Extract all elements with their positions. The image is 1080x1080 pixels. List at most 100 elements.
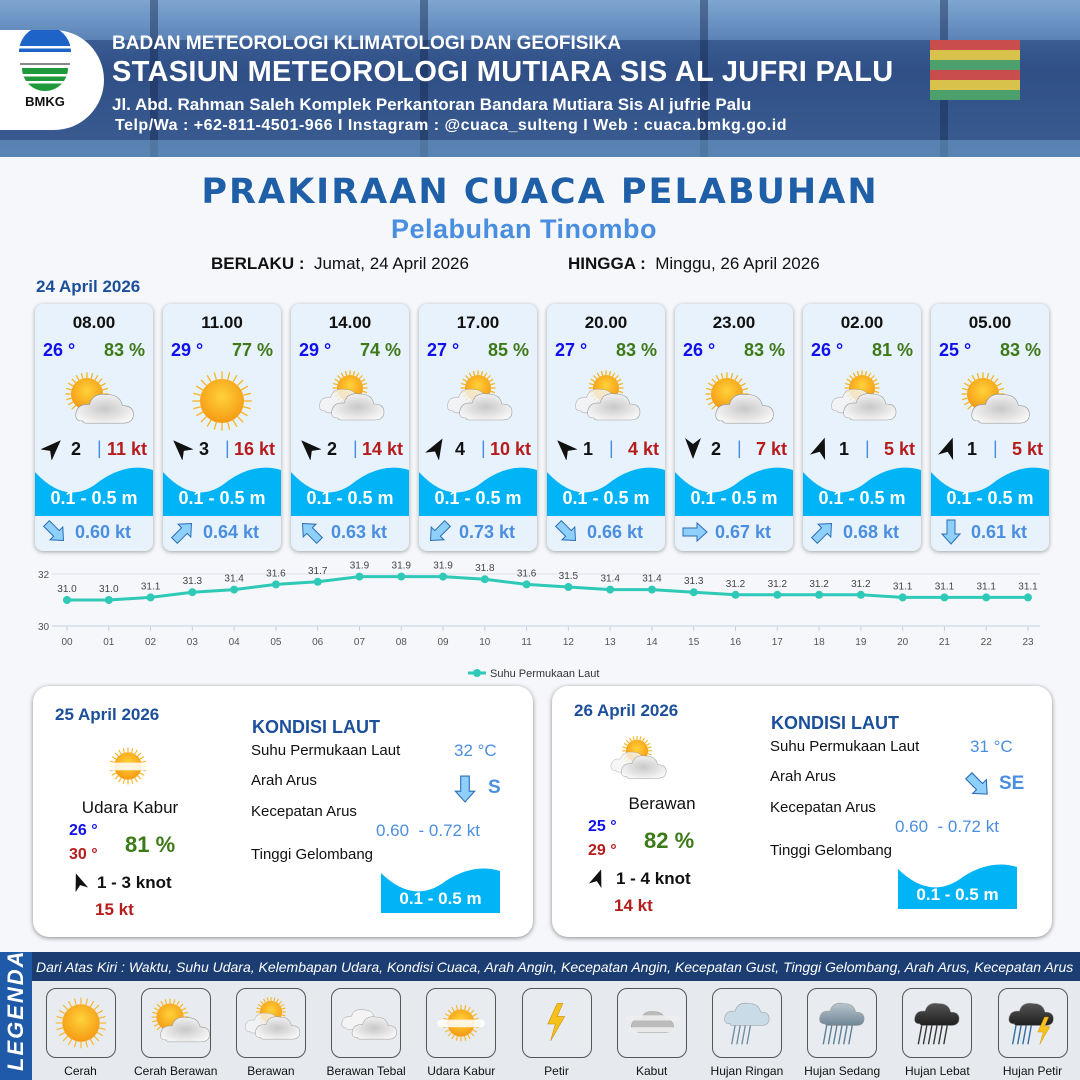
- card-humidity: 85 %: [487, 340, 529, 360]
- data-label: 31.3: [183, 576, 203, 587]
- current-direction-icon: [298, 519, 324, 545]
- card-temperature: 29 °: [299, 340, 332, 360]
- data-point[interactable]: [522, 580, 531, 589]
- panel-weather-label: Udara Kabur: [81, 798, 179, 817]
- hujan-ringan-icon: [711, 988, 782, 1058]
- data-point[interactable]: [188, 588, 197, 597]
- data-point[interactable]: [355, 572, 364, 581]
- card-wave-height: 0.1 - 0.5 m: [818, 488, 906, 508]
- data-point[interactable]: [606, 585, 615, 594]
- data-label: 31.8: [475, 563, 495, 574]
- weather-udara-kabur-icon: [93, 736, 163, 796]
- data-point[interactable]: [63, 596, 71, 604]
- legend-item-label: Hujan Ringan: [710, 1064, 784, 1078]
- data-label: 31.2: [726, 579, 746, 590]
- card-wind-speed: 1: [967, 439, 978, 459]
- data-point[interactable]: [480, 575, 489, 584]
- sst-label: Suhu Permukaan Laut: [770, 738, 920, 755]
- legend-item-label: Kabut: [636, 1064, 668, 1078]
- data-label: 31.1: [1018, 581, 1038, 592]
- current-direction-icon: [170, 519, 196, 545]
- wind-direction-icon: [169, 436, 194, 461]
- x-tick-label: 13: [605, 637, 617, 648]
- wave-icon: [419, 462, 537, 516]
- panel-weather-label: Berawan: [628, 794, 696, 813]
- data-label: 31.9: [433, 561, 453, 572]
- data-point[interactable]: [146, 593, 155, 602]
- data-label: 31.5: [559, 571, 579, 582]
- wave-icon: [898, 859, 1017, 909]
- divider: |: [97, 438, 102, 458]
- cerah-icon: [45, 988, 116, 1058]
- x-tick-label: 20: [897, 637, 909, 648]
- card-humidity: 83 %: [103, 340, 145, 360]
- day1-date: 24 April 2026: [36, 277, 141, 296]
- panel-humidity: 81 %: [125, 832, 176, 857]
- data-point[interactable]: [689, 588, 698, 597]
- card-gust: 4 kt: [627, 439, 659, 459]
- data-point[interactable]: [815, 590, 824, 599]
- chart-legend[interactable]: Suhu Permukaan Laut: [468, 668, 599, 680]
- valid-from-value: Jumat, 24 April 2026: [313, 254, 469, 273]
- x-tick-label: 03: [187, 637, 199, 648]
- card-temperature: 26 °: [811, 340, 844, 360]
- data-point[interactable]: [313, 577, 322, 586]
- current-direction-icon: [682, 519, 708, 545]
- wave-icon: [547, 462, 665, 516]
- data-point[interactable]: [104, 596, 113, 604]
- station-name: STASIUN METEOROLOGI MUTIARA SIS AL JUFRI…: [112, 56, 894, 88]
- data-point[interactable]: [397, 572, 406, 581]
- legend-item-label: Cerah: [64, 1064, 97, 1078]
- card-temperature: 27 °: [427, 340, 460, 360]
- data-point[interactable]: [230, 585, 239, 594]
- wave-icon: [163, 462, 281, 516]
- data-point[interactable]: [271, 580, 280, 589]
- card-time: 23.00: [712, 313, 756, 332]
- data-label: 31.9: [350, 561, 370, 572]
- valid-to: HINGGA : Minggu, 26 April 2026: [568, 254, 820, 274]
- card-humidity: 83 %: [999, 340, 1041, 360]
- data-point[interactable]: [856, 590, 865, 599]
- data-point[interactable]: [731, 590, 740, 599]
- card-wind-speed: 3: [199, 439, 210, 459]
- forecast-card-20.00: 20.00 27 ° 83 % 1 | 4 kt 0.1 - 0.5 m 0.6…: [547, 304, 665, 551]
- legend-item-berawan-tebal: Berawan Tebal: [319, 988, 414, 1078]
- data-point[interactable]: [982, 593, 991, 602]
- panel-temp-min: 26 °: [69, 822, 98, 839]
- data-label: 31.0: [57, 584, 77, 595]
- data-point[interactable]: [1024, 593, 1032, 602]
- data-point[interactable]: [940, 593, 949, 602]
- divider: |: [865, 438, 870, 458]
- udara-kabur-icon: [426, 988, 497, 1058]
- x-tick-label: 00: [61, 637, 73, 648]
- card-gust: 5 kt: [883, 439, 915, 459]
- data-point[interactable]: [898, 593, 907, 602]
- weather-berawan-icon: [602, 732, 672, 792]
- legend-item-label: Hujan Lebat: [904, 1064, 970, 1078]
- card-gust: 16 kt: [233, 439, 275, 459]
- data-point[interactable]: [647, 585, 656, 594]
- divider: |: [225, 438, 230, 458]
- data-label: 31.1: [976, 581, 996, 592]
- data-point[interactable]: [439, 572, 448, 581]
- data-point[interactable]: [564, 583, 573, 591]
- wind-direction-icon: [297, 436, 322, 461]
- sea-temperature-chart: 32 30 00 31.0 01 31.0 02 31.1 03 31.3 04 31.4 05 31.6…: [38, 561, 1040, 680]
- card-wave-height: 0.1 - 0.5 m: [562, 488, 650, 508]
- berawan-tebal-icon: [331, 988, 402, 1058]
- current-direction-icon: [938, 519, 964, 545]
- legend-side-label: LEGENDA: [0, 949, 32, 1080]
- x-tick-label: 06: [312, 637, 324, 648]
- wind-direction-icon: [553, 436, 578, 461]
- current-direction-icon: [554, 519, 580, 545]
- legend-item-kabut: Kabut: [604, 988, 699, 1078]
- daily-panel-1: 25 April 2026 Udara Kabur 26 ° 30 ° 81 %…: [33, 686, 533, 937]
- legend-item-label: Hujan Sedang: [804, 1064, 881, 1078]
- card-current-speed: 0.60 kt: [75, 522, 132, 542]
- data-label: 31.9: [392, 561, 412, 572]
- card-humidity: 77 %: [231, 340, 273, 360]
- data-label: 31.4: [600, 574, 620, 585]
- legend-item-label: Berawan: [247, 1064, 295, 1078]
- card-temperature: 26 °: [683, 340, 716, 360]
- data-point[interactable]: [773, 590, 782, 599]
